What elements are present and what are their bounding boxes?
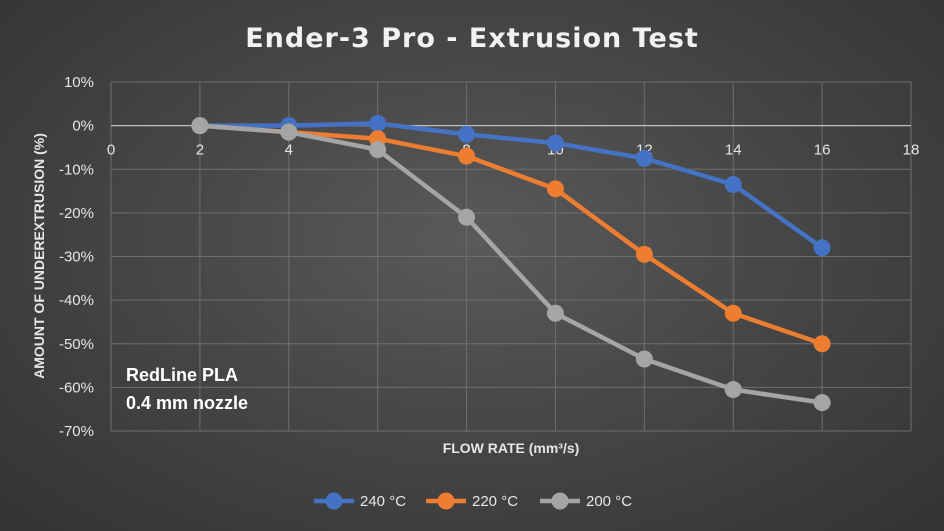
y-axis-label: AMOUNT OF UNDEREXTRUSION (%) [31, 133, 47, 379]
x-tick-label: 16 [814, 142, 831, 159]
legend-marker [551, 492, 569, 510]
data-point [546, 180, 564, 198]
x-tick-label: 14 [725, 142, 742, 159]
data-point [635, 245, 653, 263]
x-tick-label: 4 [285, 142, 293, 159]
legend-label: 200 °C [586, 493, 632, 510]
data-point [369, 114, 387, 132]
data-point [724, 176, 742, 194]
x-tick-labels: 024681012141618 [107, 142, 920, 159]
x-tick-label: 2 [196, 142, 204, 159]
data-point [546, 134, 564, 152]
legend-marker [325, 492, 343, 510]
legend: 240 °C 220 °C 200 °C [314, 492, 632, 510]
data-point [458, 125, 476, 143]
y-tick-label: -30% [59, 249, 94, 266]
series-line [199, 121, 824, 250]
data-point [724, 381, 742, 399]
data-point [191, 117, 209, 135]
y-tick-label: -10% [59, 161, 94, 178]
y-tick-label: -20% [59, 205, 94, 222]
data-point [635, 149, 653, 167]
y-tick-label: -40% [59, 292, 94, 309]
y-tick-label: -60% [59, 379, 94, 396]
legend-marker [437, 492, 455, 510]
x-tick-label: 0 [107, 142, 115, 159]
series-group [191, 114, 831, 412]
legend-label: 220 °C [472, 493, 518, 510]
y-tick-label: -50% [59, 336, 94, 353]
data-point [369, 141, 387, 159]
data-point [458, 147, 476, 165]
series-line [199, 123, 823, 405]
x-tick-label: 18 [903, 142, 920, 159]
data-point [635, 350, 653, 368]
y-tick-label: -70% [59, 423, 94, 440]
data-point [813, 335, 831, 353]
y-tick-label: 0% [72, 118, 94, 135]
data-point [280, 123, 298, 141]
chart-title: Ender-3 Pro - Extrusion Test [245, 23, 699, 54]
y-tick-labels: 10% 0% -10% -20% -30% -40% -50% -60% -70% [59, 74, 94, 440]
data-point [546, 304, 564, 322]
data-point [813, 239, 831, 257]
legend-label: 240 °C [360, 493, 406, 510]
annotation-nozzle: 0.4 mm nozzle [126, 393, 248, 413]
x-axis-label: FLOW RATE (mm³/s) [443, 440, 580, 456]
data-point [813, 394, 831, 412]
data-point [724, 304, 742, 322]
y-tick-label: 10% [64, 74, 94, 91]
data-point [458, 208, 476, 226]
annotation-material: RedLine PLA [126, 365, 238, 385]
